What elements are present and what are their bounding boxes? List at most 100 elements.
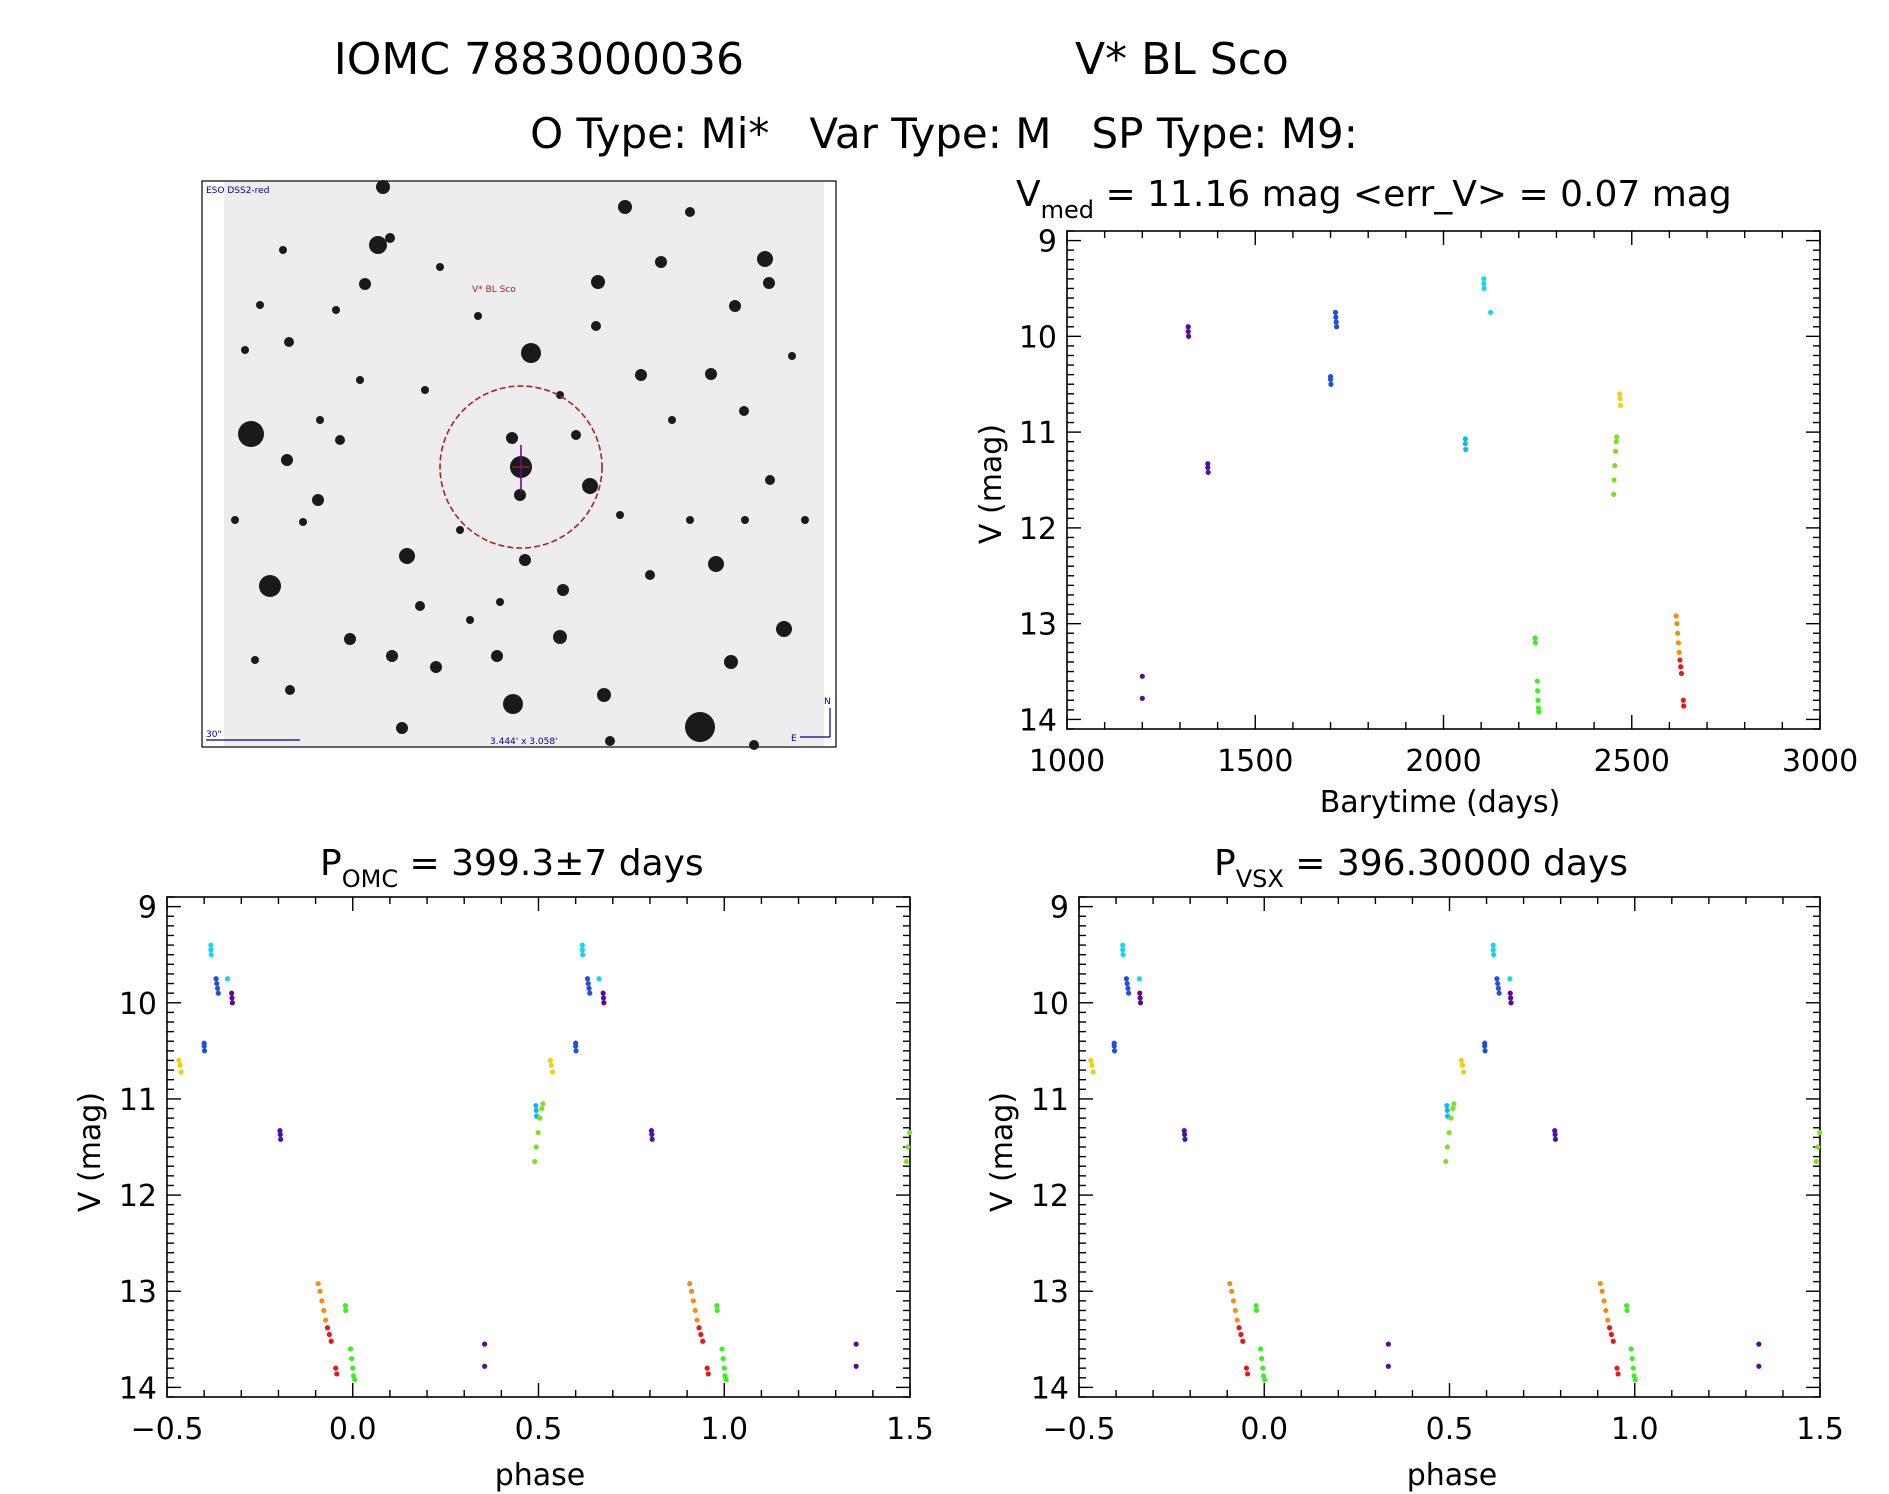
star bbox=[506, 432, 518, 444]
data-point bbox=[548, 1062, 555, 1068]
data-point bbox=[1257, 1346, 1264, 1352]
star bbox=[645, 570, 655, 580]
data-point bbox=[1508, 995, 1514, 1001]
y-tick-label: 12 bbox=[1031, 1179, 1069, 1214]
data-point bbox=[1327, 376, 1334, 383]
data-point bbox=[1673, 613, 1679, 619]
star bbox=[708, 556, 724, 572]
data-point bbox=[1601, 1298, 1607, 1304]
y-tick-label: 13 bbox=[1019, 608, 1057, 643]
x-tick-label: 0.5 bbox=[1426, 1412, 1474, 1447]
star bbox=[749, 740, 759, 750]
star bbox=[279, 246, 287, 254]
data-point bbox=[720, 1355, 726, 1362]
star bbox=[765, 475, 775, 485]
data-point bbox=[1490, 952, 1497, 958]
phase-omc-title: POMC = 399.3±7 days bbox=[320, 843, 704, 893]
data-point bbox=[315, 1280, 321, 1287]
data-point bbox=[1243, 1365, 1250, 1371]
star bbox=[396, 722, 408, 734]
data-point bbox=[1458, 1057, 1464, 1064]
data-point bbox=[1615, 1371, 1621, 1377]
data-point bbox=[537, 1115, 543, 1121]
star bbox=[741, 516, 749, 524]
data-point bbox=[1185, 328, 1191, 335]
finding-chart: ESO DSS2-red V* BL Sco 30" 3.444' x 3.05… bbox=[201, 180, 837, 750]
star bbox=[776, 621, 792, 637]
star bbox=[618, 200, 632, 214]
data-point bbox=[1385, 1341, 1391, 1347]
data-point bbox=[208, 947, 214, 953]
data-point bbox=[1532, 640, 1538, 646]
star bbox=[757, 251, 773, 267]
star bbox=[514, 489, 526, 501]
data-point bbox=[688, 1288, 695, 1294]
data-point bbox=[208, 942, 214, 948]
data-point bbox=[714, 1303, 720, 1309]
data-point bbox=[687, 1280, 693, 1287]
data-point bbox=[1448, 1115, 1454, 1121]
data-point bbox=[1630, 1365, 1636, 1371]
data-point bbox=[1507, 990, 1513, 996]
data-point bbox=[323, 1317, 329, 1323]
y-tick-label: 12 bbox=[1019, 512, 1057, 547]
data-point bbox=[1137, 990, 1143, 996]
data-point bbox=[1244, 1371, 1251, 1377]
data-point bbox=[201, 1048, 208, 1054]
data-point bbox=[224, 976, 231, 982]
star bbox=[251, 656, 259, 664]
data-point bbox=[1182, 1136, 1188, 1142]
data-point bbox=[1629, 1355, 1635, 1362]
data-point bbox=[1481, 281, 1487, 287]
data-point bbox=[328, 1338, 334, 1344]
star bbox=[369, 236, 387, 254]
data-point bbox=[1111, 1043, 1117, 1049]
data-point bbox=[721, 1365, 727, 1371]
data-point bbox=[1552, 1128, 1558, 1134]
phase-vsx-title: PVSX = 396.30000 days bbox=[1214, 843, 1628, 893]
data-point bbox=[853, 1341, 859, 1347]
star bbox=[668, 416, 676, 424]
data-point bbox=[533, 1107, 539, 1114]
data-point bbox=[1628, 1346, 1634, 1352]
data-point bbox=[334, 1371, 340, 1377]
target-circle bbox=[439, 385, 603, 549]
data-point bbox=[907, 1129, 913, 1136]
data-point bbox=[229, 990, 235, 996]
y-tick-label: 14 bbox=[1019, 703, 1057, 738]
data-point bbox=[1678, 664, 1684, 670]
data-point bbox=[1232, 1307, 1238, 1314]
data-point bbox=[532, 1158, 538, 1165]
phase-omc-ylabel: V (mag) bbox=[73, 1092, 108, 1212]
data-point bbox=[1617, 402, 1624, 408]
data-point bbox=[1536, 709, 1542, 715]
data-point bbox=[213, 976, 219, 982]
data-point bbox=[1137, 1000, 1144, 1006]
star bbox=[521, 343, 541, 363]
star bbox=[788, 352, 796, 360]
data-point bbox=[352, 1377, 358, 1383]
star bbox=[571, 430, 581, 440]
star bbox=[591, 275, 605, 289]
y-tick-label: 11 bbox=[119, 1083, 157, 1118]
data-point bbox=[580, 952, 586, 958]
star bbox=[685, 207, 695, 217]
data-point bbox=[1459, 1062, 1466, 1068]
data-point bbox=[1328, 381, 1334, 387]
data-point bbox=[1227, 1280, 1233, 1287]
data-point bbox=[698, 1331, 704, 1338]
data-point bbox=[1120, 942, 1126, 948]
data-point bbox=[1490, 947, 1496, 953]
data-point bbox=[1137, 995, 1143, 1001]
x-tick-label: 1.0 bbox=[1611, 1412, 1659, 1447]
data-point bbox=[229, 995, 235, 1001]
data-point bbox=[1496, 990, 1502, 996]
data-point bbox=[278, 1136, 284, 1142]
target-label: V* BL Sco bbox=[472, 285, 516, 295]
east-label: E bbox=[791, 734, 797, 744]
star bbox=[582, 478, 598, 494]
data-point bbox=[1481, 276, 1487, 282]
data-point bbox=[584, 976, 591, 982]
data-point bbox=[1614, 434, 1620, 440]
data-point bbox=[1088, 1057, 1094, 1064]
